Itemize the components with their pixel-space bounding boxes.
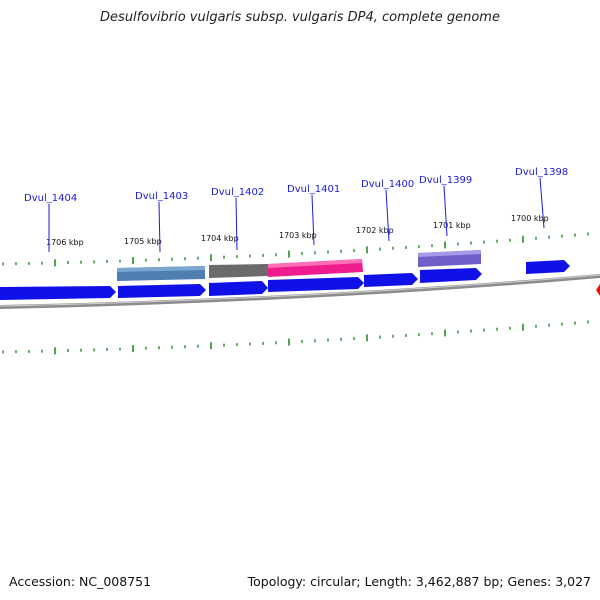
kbp-label-1701: 1701 kbp — [433, 221, 471, 230]
inner-tick-ring — [2, 320, 589, 355]
ruler-labels: 1706 kbp 1705 kbp 1704 kbp 1703 kbp 1702… — [46, 214, 549, 247]
kbp-label-1704: 1704 kbp — [201, 234, 239, 243]
cds-arrow-dvul-1404[interactable] — [0, 286, 116, 300]
gene-label-dvul-1401[interactable]: Dvul_1401 — [287, 184, 340, 195]
feature-block-dvul-1402[interactable] — [209, 264, 268, 278]
accession-label: Accession: NC_008751 — [9, 574, 152, 589]
genome-backbone — [0, 274, 600, 309]
kbp-label-1703: 1703 kbp — [279, 231, 317, 240]
kbp-label-1700: 1700 kbp — [511, 214, 549, 223]
genome-summary: Topology: circular; Length: 3,462,887 bp… — [247, 574, 591, 589]
kbp-label-1705: 1705 kbp — [124, 237, 162, 246]
gene-label-dvul-1400[interactable]: Dvul_1400 — [361, 179, 414, 190]
gene-label-dvul-1399[interactable]: Dvul_1399 — [419, 175, 472, 186]
cds-arrow-dvul-1398[interactable] — [526, 260, 570, 274]
position-marker — [596, 284, 600, 296]
cds-track — [0, 260, 570, 300]
cds-arrow-dvul-1400[interactable] — [364, 273, 418, 287]
outer-tick-ring — [2, 232, 589, 267]
kbp-label-1702: 1702 kbp — [356, 226, 394, 235]
kbp-label-1706: 1706 kbp — [46, 238, 84, 247]
cds-arrow-dvul-1399[interactable] — [420, 268, 482, 283]
map-title: Desulfovibrio vulgaris subsp. vulgaris D… — [100, 10, 500, 25]
cds-arrow-dvul-1401[interactable] — [268, 277, 364, 292]
gene-labels: Dvul_1404 Dvul_1403 Dvul_1402 Dvul_1401 … — [24, 167, 568, 253]
gene-label-dvul-1404[interactable]: Dvul_1404 — [24, 193, 77, 204]
cds-arrow-dvul-1402[interactable] — [209, 281, 268, 296]
gene-label-dvul-1402[interactable]: Dvul_1402 — [211, 187, 264, 198]
feature-track — [117, 250, 481, 281]
gene-label-dvul-1403[interactable]: Dvul_1403 — [135, 191, 188, 202]
cds-arrow-dvul-1403[interactable] — [118, 284, 206, 298]
gene-label-dvul-1398[interactable]: Dvul_1398 — [515, 167, 568, 178]
